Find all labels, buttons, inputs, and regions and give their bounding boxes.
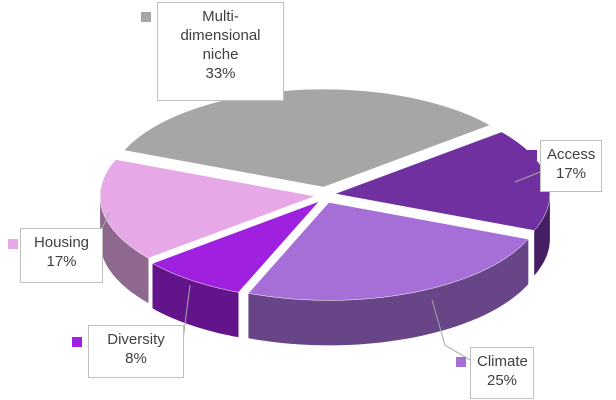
- slice-side: [152, 263, 239, 338]
- data-label: Climate 25%: [470, 347, 534, 399]
- slice-side: [248, 239, 529, 346]
- data-label: Housing 17%: [20, 228, 103, 283]
- legend-swatch: [72, 337, 82, 347]
- value-label: 8%: [125, 350, 147, 367]
- legend-swatch: [527, 150, 537, 160]
- legend-swatch: [141, 12, 151, 22]
- leader-line: [101, 211, 111, 229]
- slice-side: [534, 193, 550, 276]
- category-name: Housing: [33, 234, 90, 251]
- category-name: Multi-dimensional niche: [180, 8, 261, 63]
- slice-side: [100, 196, 149, 304]
- leader-line: [514, 171, 541, 183]
- legend-swatch: [456, 357, 466, 367]
- slice: [151, 201, 320, 293]
- category-name: Diversity: [107, 331, 165, 348]
- category-name: Climate: [477, 353, 528, 370]
- slice: [99, 159, 317, 259]
- leader-line: [282, 99, 293, 109]
- data-label: Access 17%: [540, 140, 602, 192]
- slice: [123, 88, 491, 188]
- value-label: 25%: [486, 372, 518, 389]
- value-label: 33%: [205, 65, 236, 82]
- category-name: Access: [547, 146, 596, 163]
- value-label: 17%: [46, 253, 77, 270]
- value-label: 17%: [555, 165, 587, 182]
- data-label: Multi-dimensional niche 33%: [157, 2, 284, 101]
- leader-line: [182, 284, 191, 341]
- leader-line: [431, 299, 471, 361]
- slice: [247, 202, 529, 301]
- legend-swatch: [8, 239, 18, 249]
- data-label: Diversity 8%: [88, 325, 184, 378]
- pie: [99, 88, 551, 346]
